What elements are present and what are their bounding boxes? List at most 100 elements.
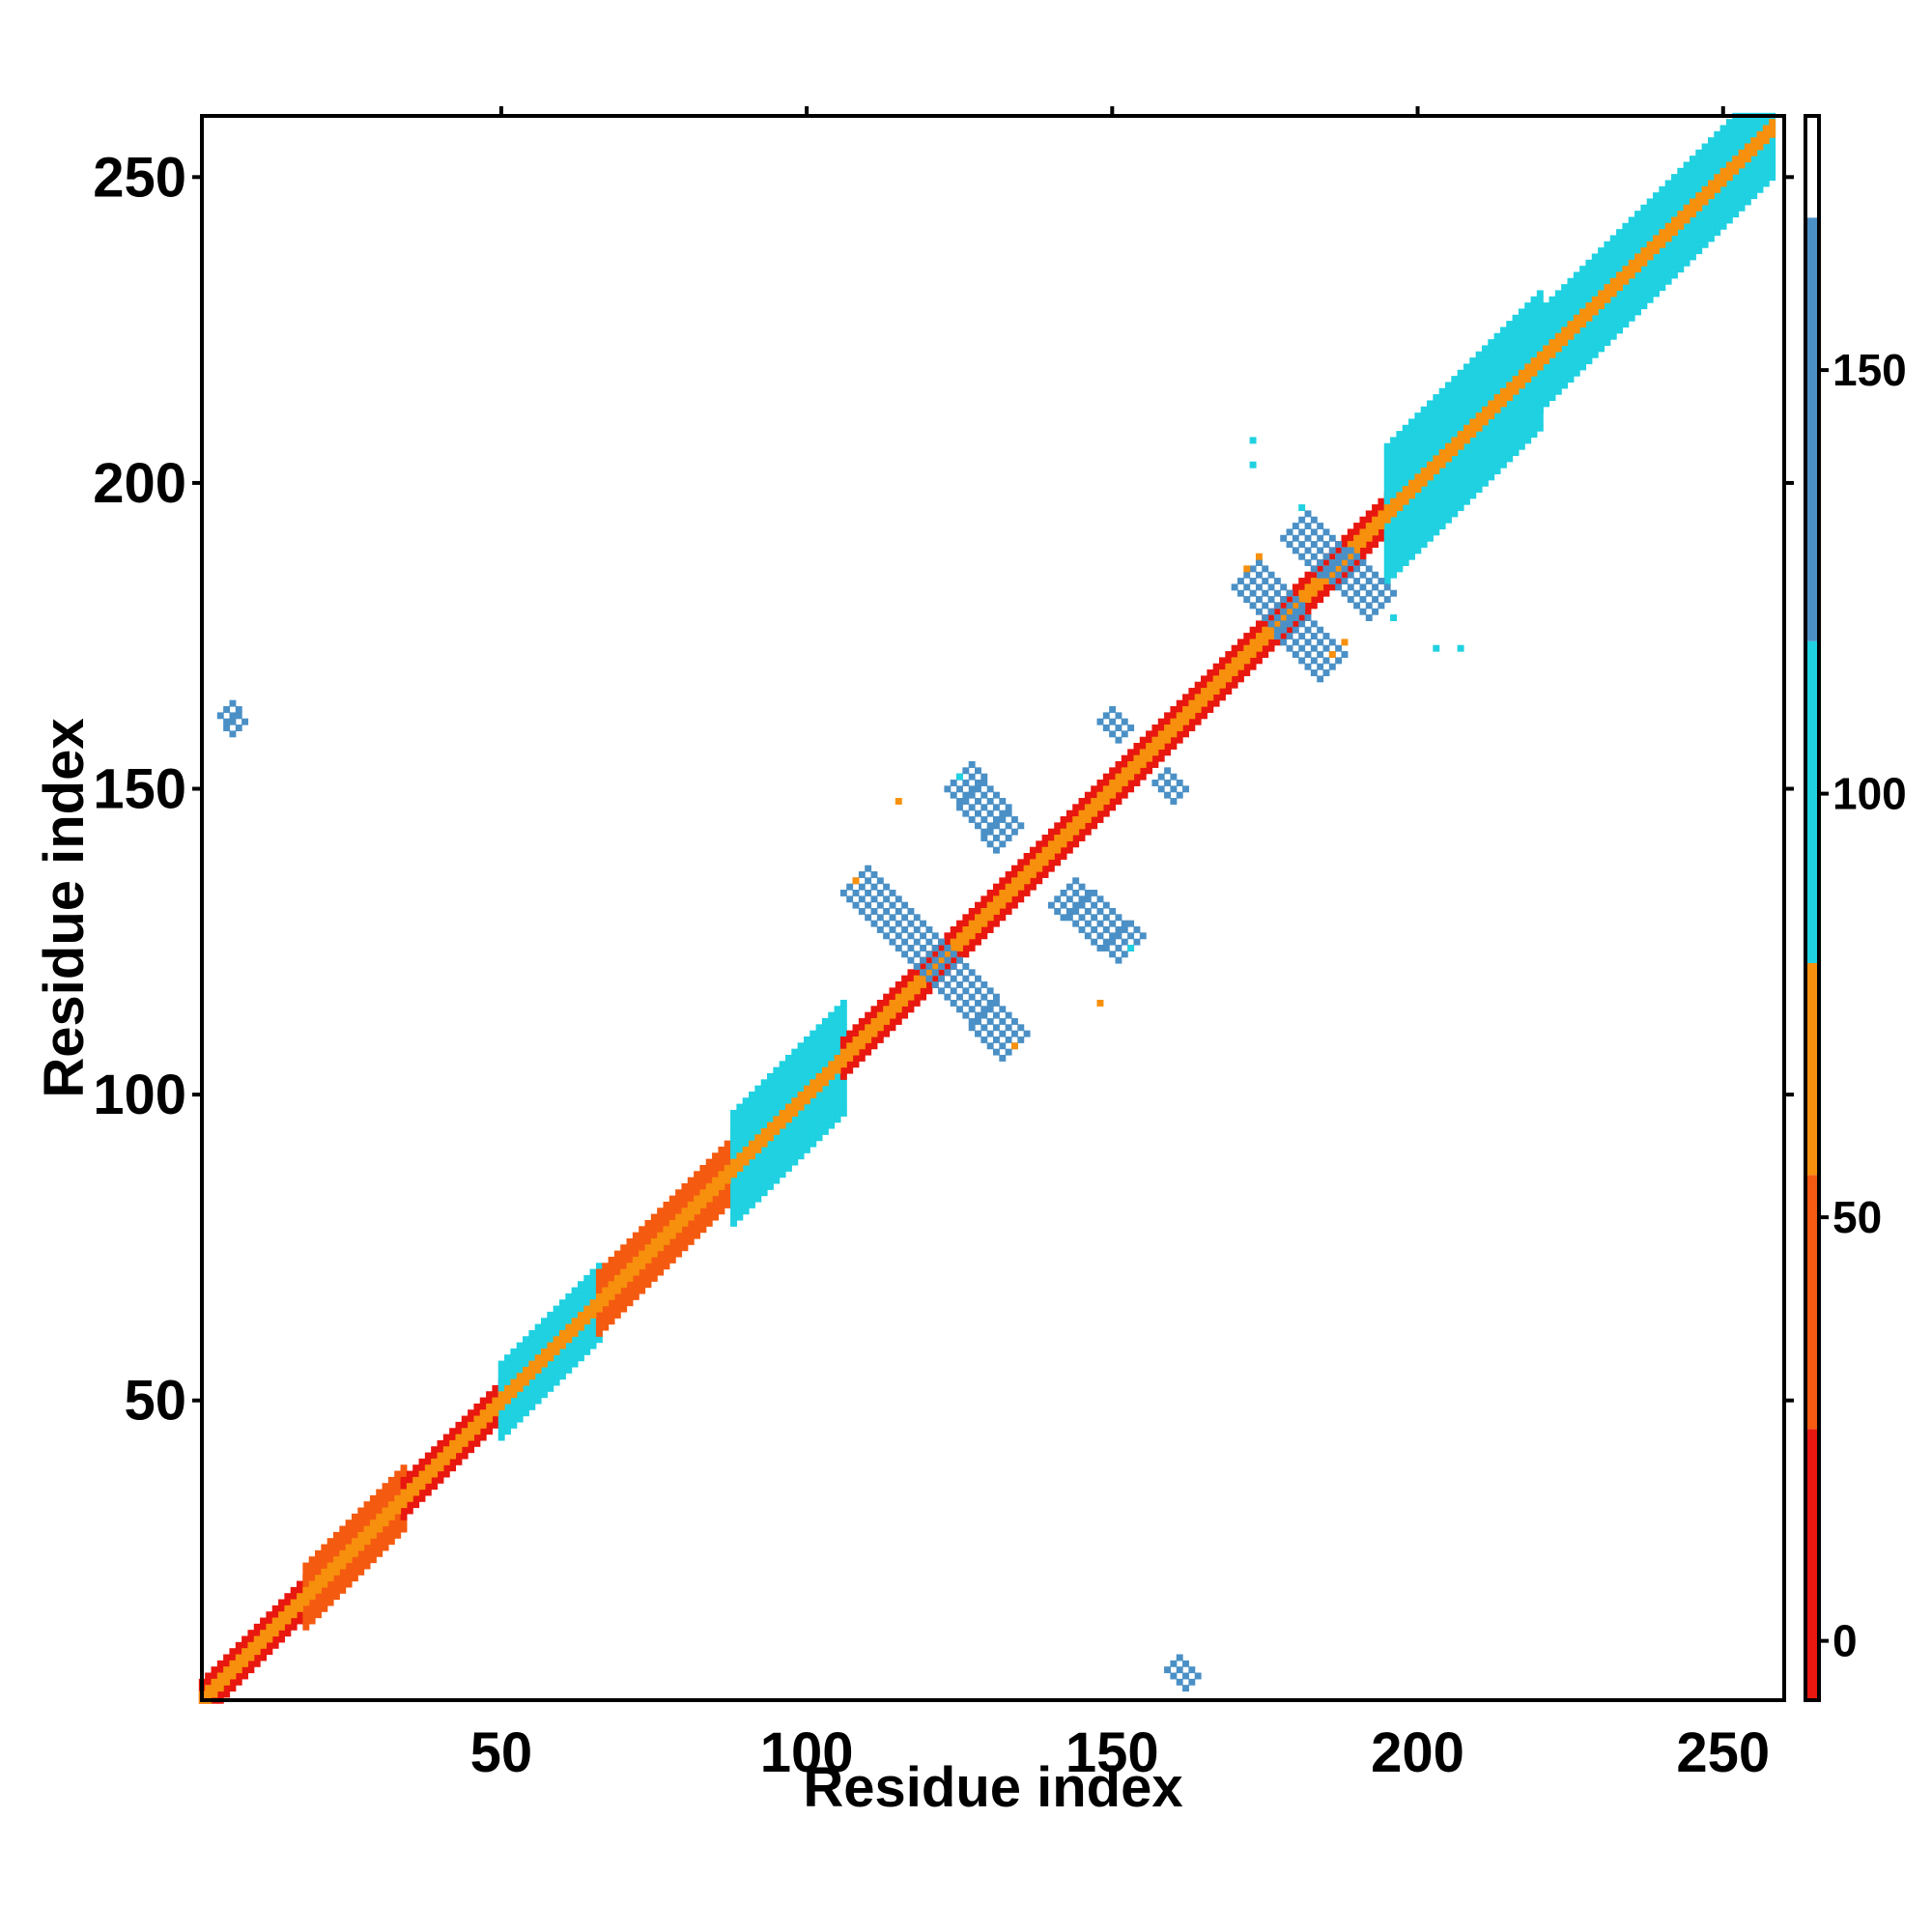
contact-cell-helix bbox=[791, 1091, 799, 1098]
contact-cell-helix bbox=[1695, 192, 1703, 200]
contact-cell-helix bbox=[608, 1305, 615, 1313]
contact-cell-helix bbox=[1707, 235, 1715, 242]
contact-cell-helix bbox=[1445, 479, 1452, 487]
contact-cell-helix bbox=[784, 1158, 792, 1166]
contact-cell-helix bbox=[1304, 589, 1312, 597]
contact-cell-helix bbox=[442, 1464, 450, 1472]
contact-cell-helix bbox=[962, 938, 970, 946]
contact-cell-sheet bbox=[993, 791, 1000, 799]
contact-cell-helix bbox=[1616, 241, 1623, 248]
contact-cell-helix bbox=[1598, 266, 1605, 273]
contact-cell-helix bbox=[1201, 699, 1208, 707]
contact-cell-helix bbox=[718, 1158, 725, 1166]
contact-cell-helix bbox=[253, 1660, 261, 1667]
contact-cell-helix bbox=[1573, 345, 1580, 353]
contact-cell-helix bbox=[760, 1152, 768, 1160]
contact-cell-helix bbox=[1695, 180, 1703, 187]
contact-cell-helix bbox=[1506, 339, 1514, 347]
contact-cell-helix bbox=[1475, 400, 1483, 408]
contact-cell-sheet bbox=[1084, 908, 1092, 915]
contact-cell-helix bbox=[406, 1476, 413, 1484]
contact-cell-helix bbox=[1481, 363, 1489, 371]
contact-cell-helix bbox=[345, 1531, 353, 1539]
contact-cell-helix bbox=[1518, 332, 1525, 340]
contact-cell-helix bbox=[1689, 211, 1696, 218]
contact-cell-helix bbox=[1591, 284, 1599, 292]
contact-cell-helix bbox=[803, 1054, 810, 1062]
contact-cell-helix bbox=[242, 1641, 249, 1649]
contact-cell-helix bbox=[1769, 119, 1776, 127]
contact-cell-helix bbox=[1732, 204, 1740, 212]
contact-cell-helix bbox=[302, 1617, 310, 1625]
contact-cell-helix bbox=[223, 1654, 231, 1662]
contact-cell-sheet bbox=[1372, 583, 1379, 591]
contact-cell-helix bbox=[956, 944, 963, 952]
contact-cell-sheet bbox=[901, 951, 909, 958]
contact-cell-sheet bbox=[1096, 908, 1104, 915]
contact-cell-helix bbox=[1616, 314, 1623, 322]
contact-cell-helix bbox=[1659, 222, 1666, 230]
contact-cell-helix bbox=[895, 987, 902, 995]
contact-cell-helix bbox=[1475, 363, 1483, 371]
contact-cell-helix bbox=[687, 1219, 695, 1227]
contact-cell-helix bbox=[883, 1006, 891, 1013]
contact-cell-helix bbox=[1201, 694, 1208, 701]
contact-cell-helix bbox=[1451, 486, 1459, 494]
contact-cell-helix bbox=[1493, 382, 1501, 389]
contact-cell-helix bbox=[1769, 149, 1776, 156]
contact-cell-helix bbox=[803, 1103, 810, 1111]
contact-cell-helix bbox=[211, 1685, 218, 1692]
contact-cell-helix bbox=[558, 1360, 566, 1368]
contact-cell-helix bbox=[1591, 271, 1599, 279]
contact-cell-helix bbox=[253, 1635, 261, 1643]
contact-cell-helix bbox=[394, 1507, 402, 1515]
contact-cell-helix bbox=[791, 1152, 799, 1160]
contact-cell-helix bbox=[211, 1678, 218, 1686]
contact-cell-helix bbox=[1530, 418, 1538, 426]
contact-cell-helix bbox=[779, 1103, 786, 1111]
contact-cell-helix bbox=[1420, 492, 1428, 499]
contact-cell-sheet bbox=[1005, 804, 1012, 811]
contact-cell-sheet bbox=[1286, 589, 1293, 597]
contact-cell-helix bbox=[1671, 271, 1678, 279]
contact-cell-helix bbox=[1536, 418, 1544, 426]
contact-cell-helix bbox=[1420, 406, 1428, 413]
contact-cell-helix bbox=[1744, 161, 1751, 169]
contact-cell-sheet bbox=[980, 980, 988, 988]
contact-cell-helix bbox=[1017, 890, 1025, 896]
contact-cell-helix bbox=[999, 883, 1007, 891]
contact-cell-helix bbox=[345, 1549, 353, 1557]
contact-cell-helix bbox=[1445, 461, 1452, 469]
contact-cell-helix bbox=[1236, 669, 1244, 676]
contact-cell-helix bbox=[1427, 492, 1434, 499]
contact-cell-helix bbox=[650, 1237, 658, 1245]
contact-cell-helix bbox=[1115, 761, 1122, 768]
contact-cell-sheet bbox=[931, 956, 939, 964]
contact-cell-sheet bbox=[1280, 534, 1288, 542]
contact-cell-helix bbox=[767, 1134, 774, 1142]
contact-cell-helix bbox=[1725, 125, 1733, 132]
contact-cell-helix bbox=[1102, 798, 1110, 805]
contact-cell-helix bbox=[754, 1109, 762, 1117]
contact-cell-sheet bbox=[986, 999, 994, 1007]
contact-cell-helix bbox=[999, 914, 1007, 922]
contact-cell-sheet bbox=[223, 718, 231, 725]
contact-cell-helix bbox=[705, 1219, 713, 1227]
contact-cell-helix bbox=[1469, 357, 1477, 365]
contact-cell-sheet bbox=[1328, 534, 1336, 542]
contact-cell-sheet bbox=[1378, 602, 1385, 610]
contact-cell-sheet bbox=[1304, 626, 1312, 634]
contact-cell-helix bbox=[931, 975, 939, 982]
contact-cell-helix bbox=[1512, 332, 1520, 340]
contact-cell-helix bbox=[1640, 296, 1648, 303]
contact-cell-helix bbox=[1653, 204, 1660, 212]
contact-cell-helix bbox=[760, 1091, 768, 1098]
contact-cell-helix bbox=[1609, 290, 1617, 298]
contact-cell-sheet bbox=[1115, 932, 1122, 940]
contact-cell-helix bbox=[1604, 284, 1611, 292]
contact-cell-helix bbox=[779, 1122, 786, 1129]
contact-cell-helix bbox=[1659, 271, 1666, 279]
contact-cell-helix bbox=[699, 1171, 707, 1179]
contact-cell-helix bbox=[577, 1287, 584, 1294]
contact-cell-helix bbox=[1750, 174, 1758, 182]
